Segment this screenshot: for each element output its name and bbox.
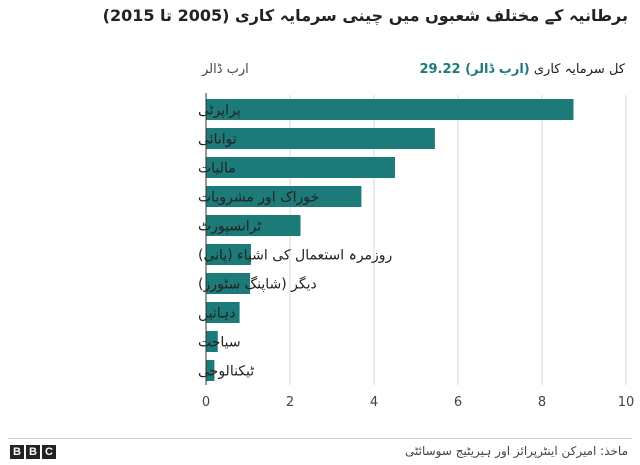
category-label: سیاحت bbox=[198, 335, 241, 351]
bbc-logo-letter: C bbox=[42, 445, 56, 459]
x-tick-label: 8 bbox=[538, 395, 546, 410]
total-label: کل سرمایہ کاری bbox=[533, 62, 625, 77]
x-tick-label: 2 bbox=[286, 395, 294, 410]
category-label: مالیات bbox=[198, 161, 236, 177]
chart-title: برطانیہ کے مختلف شعبوں میں چینی سرمایہ ک… bbox=[102, 6, 628, 25]
x-tick-label: 4 bbox=[370, 395, 378, 410]
x-tick-label: 10 bbox=[618, 395, 635, 410]
category-label: دہاتیں bbox=[198, 306, 235, 322]
bar bbox=[206, 302, 240, 323]
bar bbox=[206, 244, 251, 265]
bbc-logo: B B C bbox=[10, 445, 56, 459]
total-value: (ارب ڈالر) 29.22 bbox=[419, 62, 530, 77]
bar bbox=[206, 128, 435, 149]
category-label: خوراک اور مشروبات bbox=[198, 190, 319, 206]
bar bbox=[206, 331, 218, 352]
category-label: توانائی bbox=[198, 132, 237, 148]
category-label: روزمرہ استعمال کی اشیاء (پانی) bbox=[198, 248, 392, 264]
bar bbox=[206, 99, 574, 120]
source-note: ماخذ: امیرکن اینٹرپرائز اور ہیریٹیج سوسا… bbox=[404, 444, 628, 458]
category-label: پراپرٹی bbox=[198, 103, 241, 119]
unit-label: ارب ڈالر bbox=[202, 62, 249, 77]
bar bbox=[206, 186, 362, 207]
bar bbox=[206, 215, 301, 236]
footer-divider bbox=[8, 438, 632, 439]
x-tick-label: 0 bbox=[202, 395, 210, 410]
bar bbox=[206, 360, 215, 381]
category-label: دیگر (شاپنگ سٹورز) bbox=[198, 276, 317, 293]
category-label: ٹرانسپورٹ bbox=[198, 219, 261, 235]
x-tick-label: 6 bbox=[454, 395, 462, 410]
bbc-logo-letter: B bbox=[10, 445, 24, 459]
bar-chart: 0 2 4 6 8 10 پراپرٹی توانائی مالیات خوراک اور مشر… bbox=[198, 93, 635, 410]
category-label: ٹیکنالوجی bbox=[198, 364, 254, 380]
bbc-logo-letter: B bbox=[26, 445, 40, 459]
total-investment: کل سرمایہ کاری (ارب ڈالر) 29.22 bbox=[419, 62, 625, 77]
bar bbox=[206, 157, 395, 178]
bar bbox=[206, 273, 251, 294]
